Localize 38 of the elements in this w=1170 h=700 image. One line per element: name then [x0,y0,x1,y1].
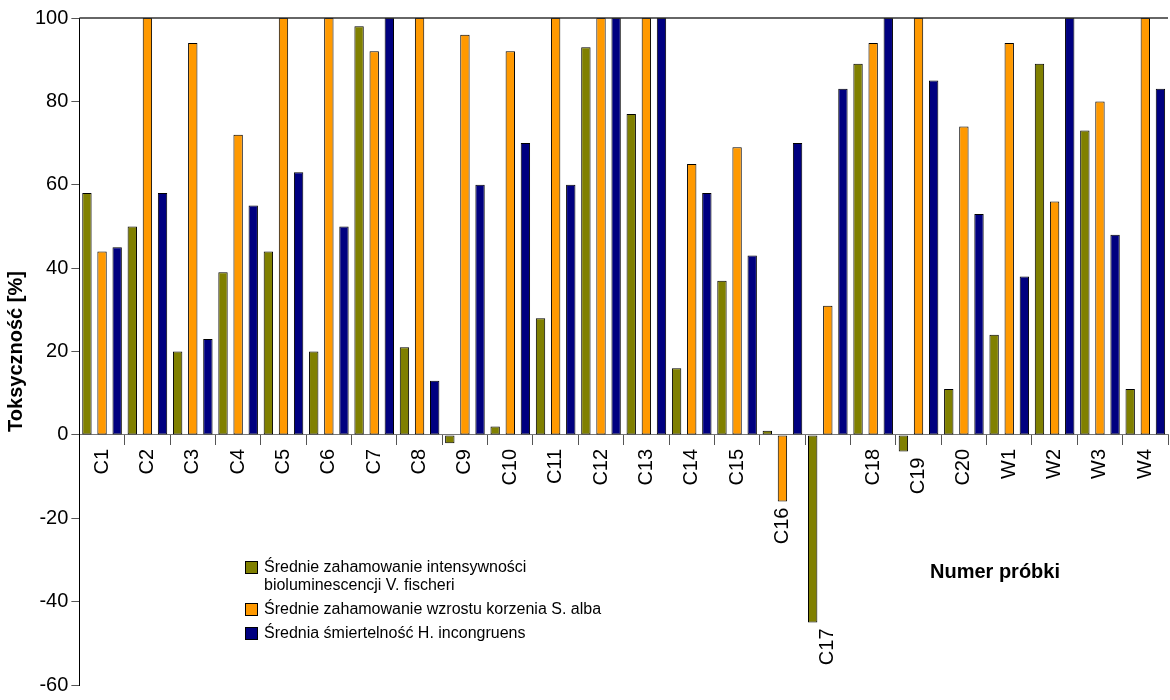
x-tick-label: C2 [134,448,157,475]
x-tick-label: C17 [815,628,838,666]
y-tick-label: 80 [46,88,69,111]
y-tick-label: 60 [46,172,69,195]
x-tick-label: W2 [1042,448,1065,479]
x-tick-label: C14 [679,448,702,486]
x-tick-label: C7 [361,448,384,475]
x-tick-label: C5 [271,448,293,475]
y-tick-label: 20 [46,339,69,362]
y-axis-title: Toksyczność [%] [3,271,26,432]
x-tick-label: C12 [588,448,611,486]
x-tick-label: W4 [1132,448,1155,479]
x-tick-label: C13 [633,448,656,486]
x-tick-label: C19 [906,457,929,495]
x-tick-label: C4 [225,448,248,475]
x-tick-label: C15 [724,448,747,486]
y-tick-label: -40 [39,589,69,612]
x-tick-label: C8 [407,448,430,475]
x-tick-label: C20 [951,448,974,486]
x-tick-label: C3 [180,448,203,475]
x-tick-label: W1 [996,448,1019,479]
x-tick-label: C16 [769,507,792,545]
x-tick-label: C6 [316,448,339,475]
y-tick-label: 40 [46,255,69,278]
x-tick-label: C10 [497,448,520,486]
x-tick-label: C9 [452,449,475,475]
legend-label: Średnie zahamowanie wzrostu korzenia S. alba [264,600,602,618]
x-tick-label: C18 [860,448,883,486]
y-tick-label: -20 [39,505,69,528]
x-axis-title: Numer próbki [930,560,1061,583]
x-tick-label: C1 [89,448,112,475]
legend-label: Średnie zahamowanie intensywności bioluminescencji V. fischeri [264,558,528,594]
x-tick-label: C11 [543,448,566,485]
legend-label: Średnia śmiertelność H. incongruens [264,624,526,642]
y-tick-label: 0 [57,422,69,445]
x-tick-label: W3 [1087,448,1110,479]
y-tick-label: 100 [34,5,69,28]
y-tick-label: -60 [39,672,69,695]
